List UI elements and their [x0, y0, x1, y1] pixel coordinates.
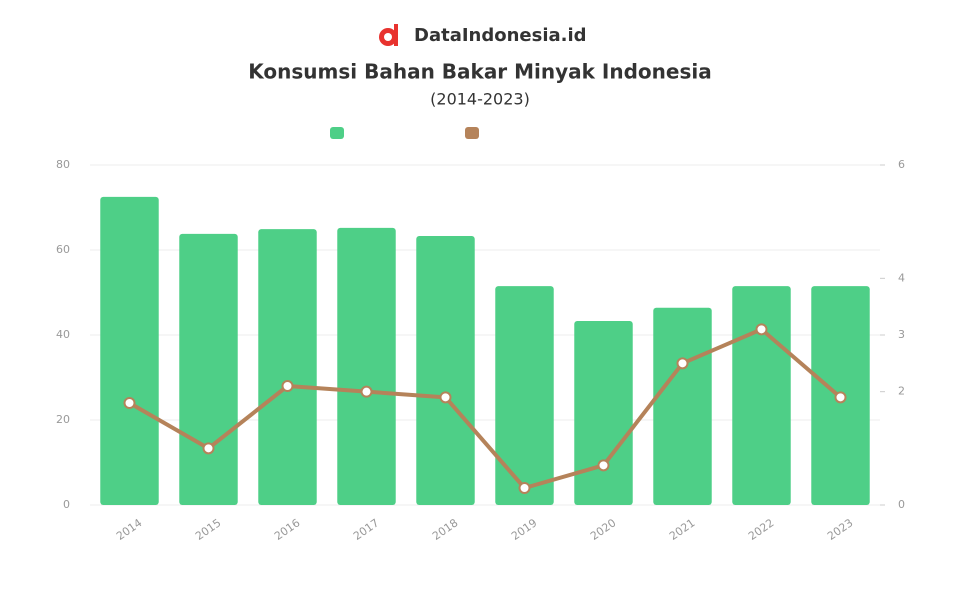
point [518, 482, 531, 494]
x-tick-label: 2018 [430, 516, 460, 543]
y2-tick-label: 4 [898, 271, 905, 284]
bar [574, 320, 633, 505]
point [439, 391, 452, 404]
point [360, 385, 373, 398]
y-tick-label: 40 [56, 328, 70, 341]
chart-subtitle: (2014-2023) [430, 90, 530, 109]
x-tick-label: 2016 [272, 516, 302, 543]
bar [416, 235, 475, 505]
point [755, 323, 768, 336]
logo [379, 24, 398, 46]
legend-swatch [465, 127, 479, 139]
legend-swatch [330, 127, 344, 139]
x-tick-label: 2017 [351, 516, 381, 543]
y2-tick-label: 2 [898, 385, 905, 398]
y2-tick-label: 6 [898, 158, 905, 171]
brand: DataIndonesia.id [414, 25, 587, 46]
point [202, 442, 215, 455]
bar [100, 196, 159, 505]
point [597, 459, 610, 472]
y-tick-label: 60 [56, 243, 70, 256]
bar [732, 286, 791, 505]
bar [653, 307, 712, 505]
x-tick-label: 2022 [746, 516, 776, 543]
chart-title: Konsumsi Bahan Bakar Minyak Indonesia [248, 60, 711, 84]
y-tick-label: 80 [56, 158, 70, 171]
point [123, 397, 136, 409]
y-tick-label: 0 [63, 498, 70, 511]
x-tick-label: 2020 [588, 516, 618, 543]
y2-tick-label: 3 [898, 328, 905, 341]
bar [258, 229, 317, 506]
point [281, 380, 294, 392]
x-tick-label: 2014 [114, 516, 144, 543]
bar [337, 227, 396, 505]
x-tick-label: 2023 [825, 516, 855, 543]
x-tick-label: 2021 [667, 516, 697, 543]
x-tick-label: 2019 [509, 516, 539, 543]
point [834, 391, 847, 404]
bar [495, 286, 554, 505]
point [676, 357, 689, 370]
y-tick-label: 20 [56, 413, 70, 426]
x-tick-label: 2015 [193, 516, 223, 543]
bar [179, 233, 238, 505]
line [128, 327, 842, 490]
y2-tick-label: 0 [898, 498, 905, 511]
